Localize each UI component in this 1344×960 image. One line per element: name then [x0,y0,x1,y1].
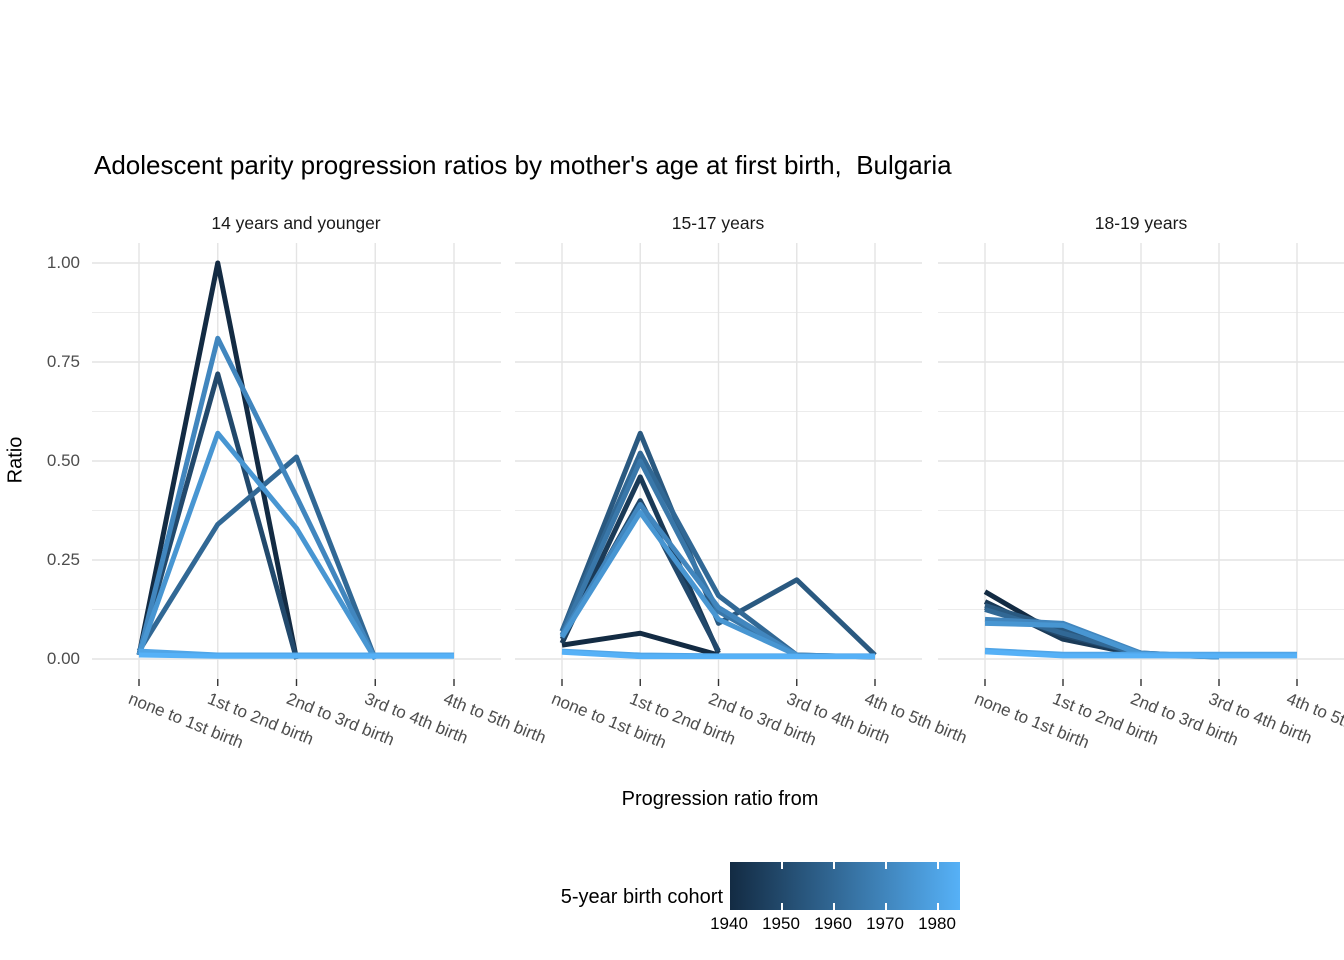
series-line-cohort-1975 [559,509,798,658]
series-line-cohort-1970 [136,335,378,661]
series-line-cohort-1960 [136,454,378,660]
y-tick-label: 0.50 [46,451,80,470]
legend-colorbar-tick [833,903,835,910]
series-line-cohort-1940 [136,260,299,660]
legend-colorbar-tick [885,862,887,869]
legend-colorbar-tick [781,862,783,869]
legend-colorbar-tick [833,862,835,869]
facet-strip-label-2: 15-17 years [671,213,765,233]
series-line-cohort-1985 [984,649,1297,659]
series-line-cohort-1985 [561,649,875,660]
legend-colorbar-tick [937,903,939,910]
legend-tick-label: 1980 [918,914,956,933]
legend-tick-label: 1950 [762,914,800,933]
legend-colorbar-tick [937,862,939,869]
series-line-cohort-1985 [138,652,454,659]
series-line-cohort-1940 [561,630,720,658]
series-line-cohort-1975 [136,430,378,661]
chart-title: Adolescent parity progression ratios by … [94,150,952,180]
series-line-cohort-1950 [136,371,299,660]
y-tick-label: 0.25 [46,550,80,569]
legend-colorbar-tick [781,903,783,910]
x-axis-title: Progression ratio from [621,788,819,810]
legend-tick-label: 1940 [710,914,748,933]
y-tick-label: 0.75 [46,352,80,371]
facet-strip-label-3: 18-19 years [1094,213,1188,233]
legend-tick-label: 1970 [866,914,904,933]
legend-tick-label: 1960 [814,914,852,933]
series-line-cohort-1970 [559,502,799,658]
y-axis-title: Ratio [4,436,27,484]
facet-strip-label-1: 14 years and younger [211,213,381,233]
series-line-cohort-1955 [559,430,877,657]
legend-colorbar-tick [885,903,887,910]
legend-colorbar [730,862,960,910]
legend-title: 5-year birth cohort [560,886,723,908]
y-tick-label: 0.00 [46,649,80,668]
y-tick-label: 1.00 [46,253,80,272]
